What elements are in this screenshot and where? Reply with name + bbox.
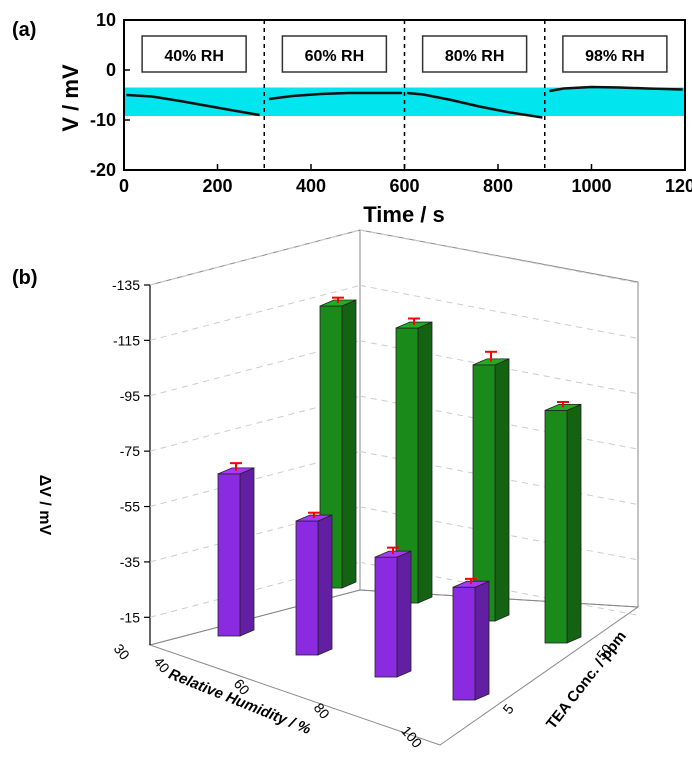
value-grid-line — [359, 506, 639, 561]
bar-top-face — [217, 467, 255, 475]
panel-a-label: (a) — [12, 19, 36, 41]
value-grid-line — [149, 506, 361, 563]
value-grid-line — [359, 229, 639, 284]
bar-top-face — [295, 514, 333, 522]
bar-side-face — [474, 580, 490, 701]
value-tick-label: -75 — [120, 443, 140, 459]
bar-side-face — [396, 550, 412, 678]
x-tick-label: 600 — [389, 176, 419, 196]
value-grid-line — [149, 340, 361, 397]
rh-annotation-box — [281, 35, 388, 73]
bar-top-face — [472, 358, 510, 366]
x-tick-label: 1200 — [665, 176, 692, 196]
value-grid-line — [359, 284, 639, 339]
x-tick-label: 200 — [202, 176, 232, 196]
bar-front-face — [544, 409, 568, 644]
bar-front-face — [319, 305, 343, 589]
rh-tick-label: 100 — [398, 723, 425, 751]
rh-annotation-label: 98% RH — [585, 48, 645, 65]
rh-annotation-box — [141, 35, 247, 73]
value-grid-line — [149, 284, 361, 341]
panel-b-label: (b) — [12, 267, 38, 289]
right-back-wall — [359, 229, 639, 608]
bar-top-face — [452, 580, 490, 588]
bar-top-face — [319, 299, 357, 307]
rh-tick-label: 30 — [111, 641, 133, 663]
panel-a-plot-area: 40% RH 60% RH 80% RH 98% RH0 200 400 600 800 100… — [90, 10, 692, 196]
panel-b-value-axis-label: ΔV / mV — [36, 475, 53, 536]
value-grid-line — [149, 229, 361, 286]
bar-top-face — [374, 550, 412, 558]
conc-tick-label: 5 — [499, 701, 517, 717]
bar-side-face — [317, 514, 333, 656]
panel-b-depth-axis-label: TEA Conc. / ppm — [543, 628, 630, 733]
y-tick-label: 0 — [106, 60, 116, 80]
x-tick-label: 800 — [483, 176, 513, 196]
value-grid-line — [359, 340, 639, 395]
rh-annotation-box — [562, 35, 668, 73]
bar-front-face — [295, 520, 319, 656]
y-tick-label: -20 — [90, 160, 116, 180]
bar-side-face — [239, 467, 255, 637]
rh-tick-label: 60 — [231, 676, 253, 698]
value-tick-label: -35 — [120, 554, 140, 570]
value-tick-label: -55 — [120, 499, 140, 515]
bar-front-face — [374, 556, 398, 678]
bar-side-face — [566, 403, 582, 644]
series-line-segment-3 — [406, 91, 543, 119]
rh-annotation-label: 80% RH — [445, 48, 505, 65]
conc-tick-label: 50 — [593, 641, 615, 663]
bar-front-face — [452, 586, 476, 701]
value-grid-line — [149, 561, 361, 618]
value-grid-line — [359, 561, 639, 616]
left-back-wall — [149, 229, 361, 646]
y-tick-label: 10 — [96, 10, 116, 30]
value-grid-line — [359, 395, 639, 450]
floor-plane — [148, 589, 640, 746]
panel-a-x-axis-label: Time / s — [363, 202, 445, 227]
value-tick-label: -95 — [120, 388, 140, 404]
value-tick-label: -115 — [113, 332, 140, 348]
rh-annotation-label: 40% RH — [164, 48, 224, 65]
rh-annotation-label: 60% RH — [305, 48, 365, 65]
panel-b-x-axis-label: Relative Humidity / % — [166, 666, 313, 739]
rh-tick-label: 40 — [151, 654, 173, 676]
x-tick-label: 0 — [119, 176, 129, 196]
bar-side-face — [341, 299, 357, 589]
y-tick-label: -10 — [90, 110, 116, 130]
value-grid-line — [149, 451, 361, 508]
x-tick-label: 400 — [296, 176, 326, 196]
x-tick-label: 1000 — [571, 176, 611, 196]
bar-top-face — [544, 403, 582, 411]
panel-b-plot-area: -135 -115 -95 -75 -55 -35 -15 30 40 60 80 100 5 50 — [111, 229, 640, 751]
bar-front-face — [217, 473, 241, 637]
bar-top-face — [395, 321, 433, 329]
value-tick-label: -135 — [112, 277, 140, 293]
series-line-segment-1 — [126, 93, 260, 117]
bar-front-face — [472, 364, 496, 622]
rh-tick-label: 80 — [311, 700, 333, 722]
value-tick-label: -15 — [120, 609, 140, 625]
series-line-segment-2 — [268, 91, 403, 101]
bar-side-face — [417, 321, 433, 604]
value-grid-line — [359, 451, 639, 506]
value-grid-line — [149, 395, 361, 452]
bar-side-face — [494, 358, 510, 622]
series-line-segment-4 — [549, 85, 683, 93]
bar-front-face — [395, 327, 419, 604]
panel-a-y-axis-label: V / mV — [58, 64, 83, 132]
panel-a-chart: (a) 40% RH 60% RH 80% RH 98% RH 0 200 400 600 80… — [12, 10, 692, 227]
rh-annotation-box — [421, 35, 528, 73]
